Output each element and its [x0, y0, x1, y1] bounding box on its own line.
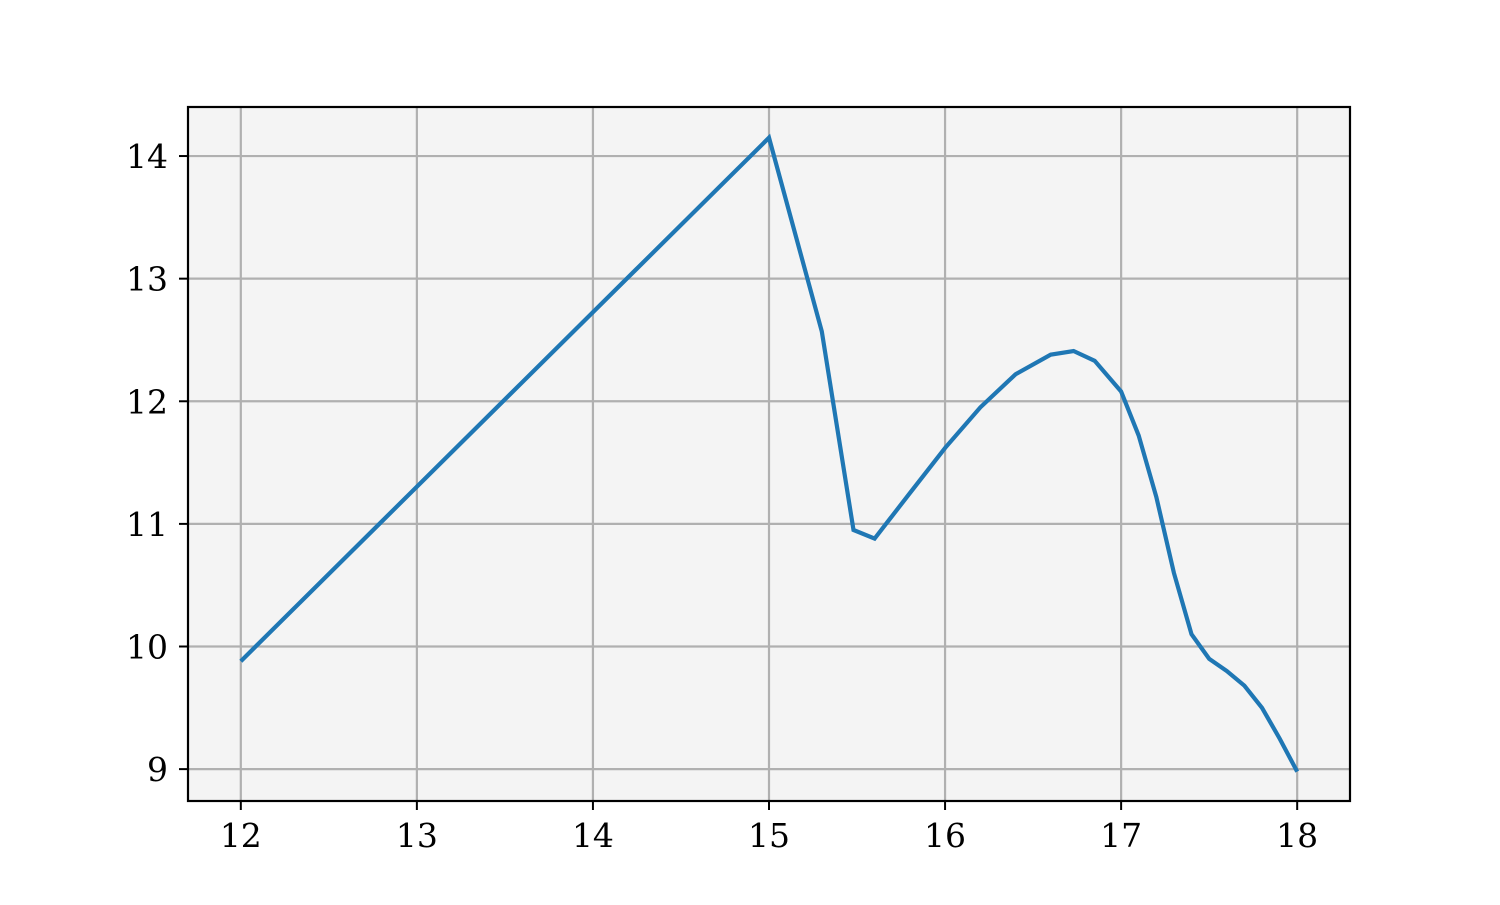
x-tick-label: 12 — [220, 816, 262, 855]
tick-layer: 12 13 14 15 16 17 18 9 10 11 12 13 14 — [126, 137, 1318, 855]
x-tick-label: 13 — [396, 816, 438, 855]
grid-layer — [188, 107, 1350, 801]
series-layer — [239, 133, 1300, 773]
y-tick-label: 11 — [126, 505, 168, 544]
y-tick-label: 9 — [147, 750, 168, 789]
x-tick-label: 18 — [1276, 816, 1318, 855]
x-tick-label: 15 — [748, 816, 790, 855]
y-tick-label: 12 — [126, 382, 168, 421]
y-tick-label: 13 — [126, 260, 168, 299]
y-tick-label: 10 — [126, 628, 168, 667]
x-tick-label: 16 — [924, 816, 966, 855]
series-line — [239, 133, 1300, 773]
x-tick-label: 17 — [1100, 816, 1142, 855]
x-tick-label: 14 — [572, 816, 614, 855]
y-tick-label: 14 — [126, 137, 168, 176]
